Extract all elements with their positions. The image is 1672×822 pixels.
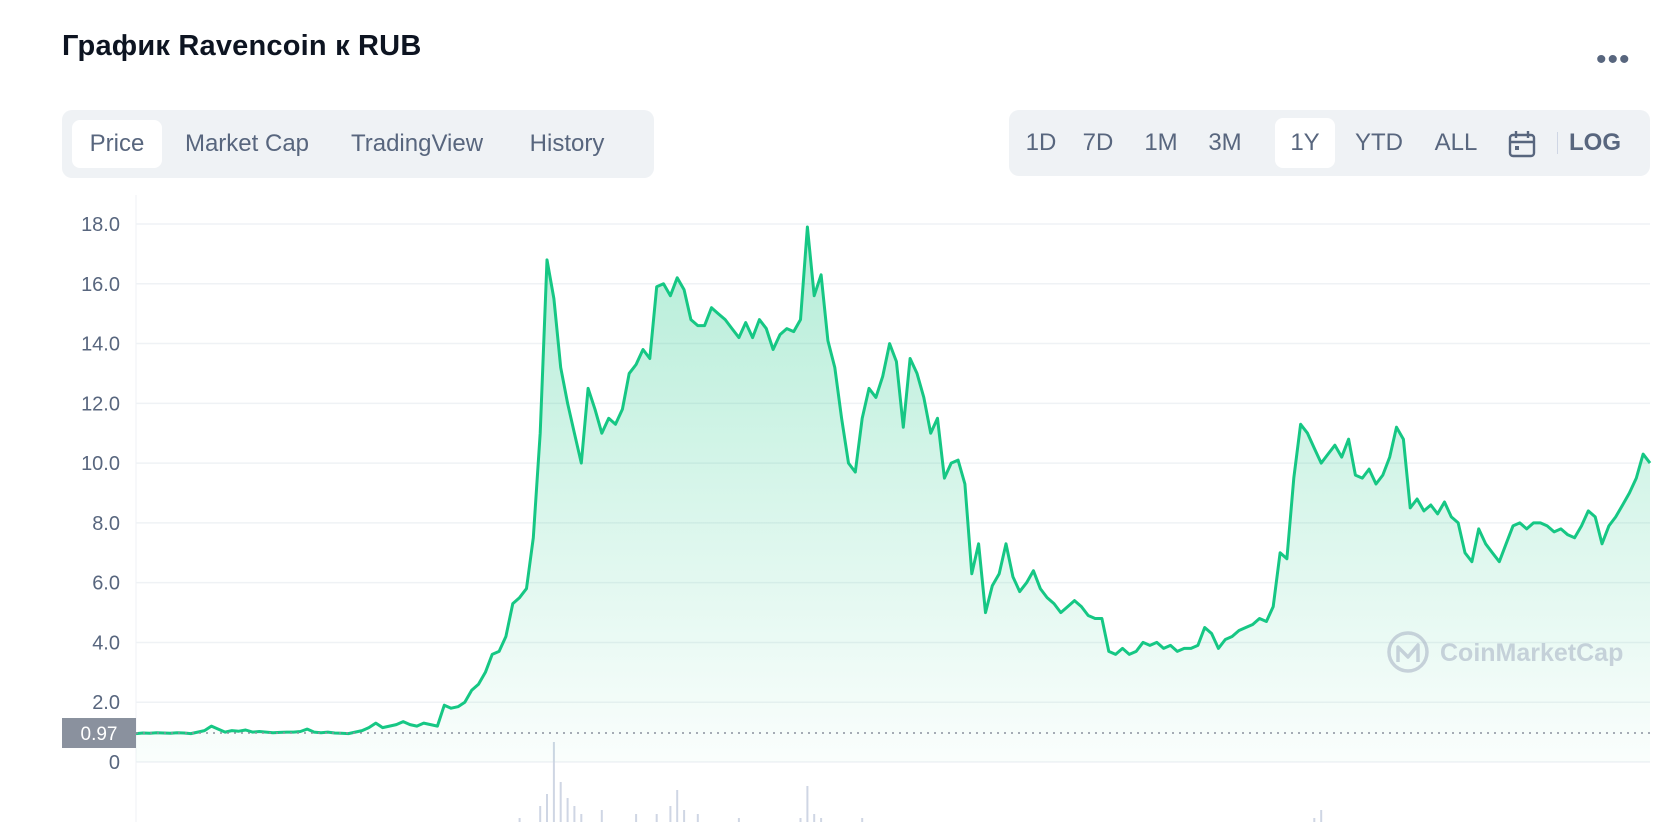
y-tick-label: 18.0 (81, 214, 120, 236)
volume-bar (683, 810, 686, 822)
volume-bar (552, 742, 555, 822)
y-axis-ticks: 18.0 16.0 14.0 12.0 10.0 8.0 6.0 4.0 2.0 0 (81, 214, 120, 774)
volume-bar (539, 806, 542, 822)
volume-bar (655, 814, 658, 822)
range-3m[interactable]: 3M (1208, 129, 1242, 156)
volume-bar (799, 818, 802, 822)
time-range-selector: 1D 7D 1M 3M 1Y YTD ALL LOG (1009, 110, 1650, 176)
current-price-badge: 0.97 (62, 718, 136, 749)
volume-bar (1320, 810, 1323, 822)
volume-bar (518, 818, 521, 822)
volume-bar (635, 814, 638, 822)
coinmarketcap-logo-icon (1387, 631, 1429, 673)
watermark-text: CoinMarketCap (1440, 639, 1623, 667)
more-options-icon[interactable]: ••• (1596, 43, 1631, 76)
y-tick-label: 6.0 (92, 573, 120, 595)
y-tick-label: 4.0 (92, 632, 120, 654)
y-tick-label: 14.0 (81, 334, 120, 356)
volume-bar (696, 814, 699, 822)
y-tick-label: 8.0 (92, 513, 120, 535)
volume-bar (676, 790, 679, 822)
range-all[interactable]: ALL (1434, 129, 1478, 156)
y-tick-label: 0 (109, 752, 120, 774)
range-1y[interactable]: 1Y (1275, 118, 1335, 168)
chart-title: График Ravencoin к RUB (62, 30, 422, 62)
log-scale-toggle[interactable]: LOG (1569, 129, 1621, 156)
tab-market-cap[interactable]: Market Cap (184, 130, 310, 157)
volume-bar (580, 814, 583, 822)
chart-tabs: Price Market Cap TradingView History (62, 110, 654, 178)
volume-bar (737, 818, 740, 822)
volume-bar (546, 794, 548, 822)
range-1d[interactable]: 1D (1025, 129, 1057, 156)
range-divider (1557, 132, 1558, 154)
price-line (135, 225, 1652, 736)
volume-bar (573, 806, 576, 822)
volume-bar (861, 818, 864, 822)
volume-bar (1313, 818, 1316, 822)
y-tick-label: 10.0 (81, 453, 120, 475)
tab-tradingview[interactable]: TradingView (350, 130, 484, 157)
volume-bar (600, 810, 603, 822)
coinmarketcap-watermark: CoinMarketCap (1387, 631, 1623, 673)
calendar-icon[interactable] (1507, 130, 1537, 158)
volume-bar (806, 786, 809, 822)
range-ytd[interactable]: YTD (1355, 129, 1403, 156)
volume-bar (566, 798, 569, 822)
current-price-label: 0.97 (81, 724, 118, 745)
y-tick-label: 16.0 (81, 274, 120, 296)
volume-bar (820, 818, 823, 822)
volume-bar (813, 814, 816, 822)
volume-bars (518, 742, 1323, 822)
y-tick-label: 12.0 (81, 393, 120, 415)
tab-history[interactable]: History (529, 130, 605, 157)
price-area (136, 227, 1650, 762)
range-1m[interactable]: 1M (1144, 129, 1178, 156)
y-tick-label: 2.0 (92, 692, 120, 714)
tab-price[interactable]: Price (72, 120, 162, 168)
range-7d[interactable]: 7D (1082, 129, 1114, 156)
volume-bar (559, 782, 562, 822)
volume-bar (669, 806, 672, 822)
